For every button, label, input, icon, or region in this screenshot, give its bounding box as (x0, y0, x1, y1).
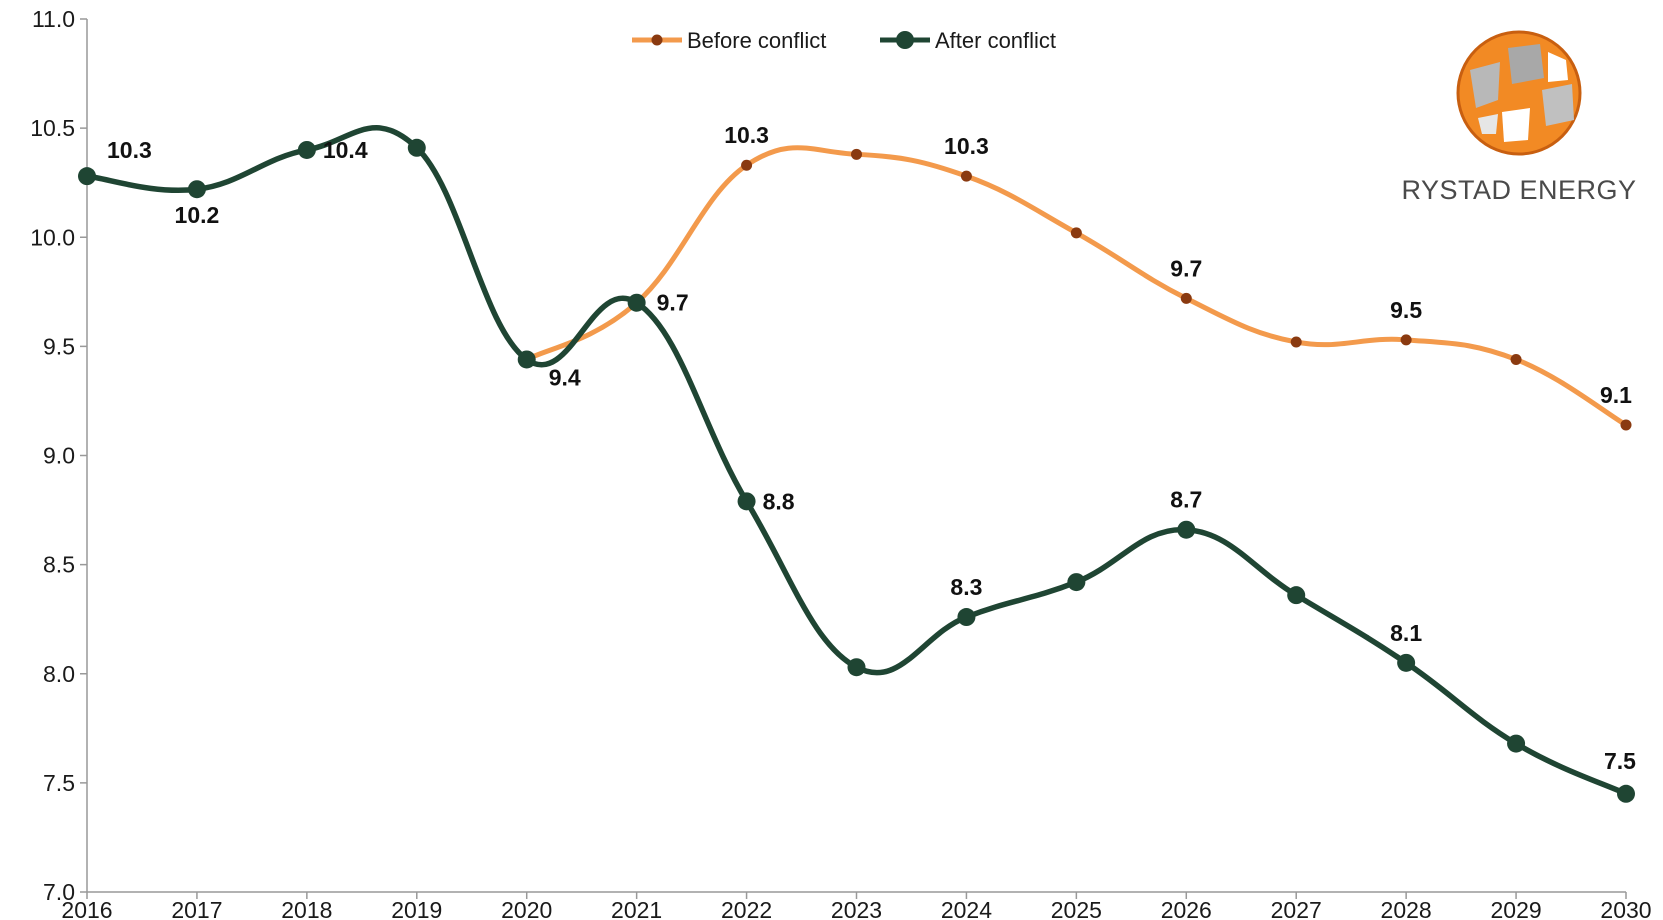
data-label: 9.1 (1600, 382, 1632, 408)
x-tick-label: 2022 (721, 897, 772, 920)
data-label: 8.1 (1390, 620, 1422, 646)
data-point-before-conflict (851, 148, 862, 160)
data-label: 9.7 (657, 290, 689, 316)
y-tick-label: 8.0 (43, 661, 75, 687)
series-lines (84, 125, 1629, 797)
data-point-before-conflict (1070, 227, 1082, 239)
x-tick-label: 2021 (611, 897, 662, 920)
y-tick-label: 7.5 (43, 770, 75, 796)
data-point-before-conflict (1620, 419, 1632, 431)
data-point-after-conflict (1617, 784, 1635, 803)
data-point-before-conflict (1180, 292, 1192, 304)
series-line-before-conflict (524, 145, 1629, 428)
data-label: 7.5 (1604, 748, 1636, 774)
y-tick-label: 11.0 (32, 6, 75, 32)
y-tick-label: 10.0 (30, 224, 75, 250)
series-line-after-conflict (84, 125, 1629, 797)
legend-item-before-conflict: Before conflict (632, 28, 826, 53)
x-tick-label: 2025 (1051, 897, 1102, 920)
data-point-after-conflict (517, 350, 536, 369)
data-point-after-conflict (407, 138, 426, 157)
x-tick-label: 2024 (941, 897, 992, 920)
data-label: 8.8 (763, 488, 795, 514)
data-label: 10.4 (323, 137, 368, 163)
data-point-before-conflict (960, 170, 972, 182)
legend-marker-before (651, 34, 663, 46)
data-point-after-conflict (1287, 586, 1306, 605)
data-point-after-conflict (1067, 573, 1086, 592)
data-label: 9.7 (1170, 255, 1202, 281)
data-point-before-conflict (1510, 353, 1522, 365)
data-point-before-conflict (741, 159, 753, 171)
x-tick-label: 2019 (391, 897, 442, 920)
data-point-before-conflict (1400, 334, 1412, 346)
legend-item-after-conflict: After conflict (880, 28, 1056, 53)
data-label: 10.2 (175, 202, 220, 228)
x-tick-label: 2028 (1381, 897, 1432, 920)
x-tick-label: 2017 (171, 897, 222, 920)
data-point-after-conflict (737, 492, 756, 511)
data-label: 9.5 (1390, 297, 1422, 323)
x-tick-label: 2016 (61, 897, 112, 920)
data-point-after-conflict (297, 140, 316, 159)
data-point-before-conflict (1290, 336, 1302, 348)
y-tick-label: 8.5 (43, 552, 75, 578)
x-tick-label: 2029 (1490, 897, 1541, 920)
legend-marker-after (896, 31, 914, 49)
legend-label-after: After conflict (935, 28, 1056, 53)
data-label: 10.3 (107, 137, 152, 163)
y-tick-label: 9.5 (43, 333, 75, 359)
data-label: 9.4 (549, 364, 581, 390)
data-label: 8.3 (950, 574, 982, 600)
rystad-energy-logo: RYSTAD ENERGY (1401, 30, 1636, 205)
x-tick-label: 2030 (1600, 897, 1651, 920)
x-tick-label: 2020 (501, 897, 552, 920)
y-tick-label: 10.5 (30, 115, 75, 141)
data-point-after-conflict (847, 658, 866, 677)
data-point-after-conflict (187, 180, 206, 199)
logo-text: RYSTAD ENERGY (1401, 175, 1636, 205)
data-labels: 10.3 10.2 10.4 9.4 9.7 10.3 10.3 9.7 9.5 9.1 8.8 8.… (107, 122, 1636, 774)
data-point-after-conflict (1177, 520, 1196, 539)
data-point-after-conflict (1507, 734, 1526, 753)
legend: Before conflict After conflict (632, 28, 1056, 53)
x-tick-label: 2026 (1161, 897, 1212, 920)
series-markers (78, 138, 1635, 803)
x-tick-label: 2023 (831, 897, 882, 920)
data-point-after-conflict (78, 167, 96, 186)
data-label: 10.3 (724, 122, 769, 148)
x-tick-label: 2027 (1271, 897, 1322, 920)
data-label: 8.7 (1170, 487, 1202, 513)
data-point-after-conflict (957, 608, 976, 627)
y-tick-label: 7.0 (43, 879, 75, 905)
axes: 7.0 7.5 8.0 8.5 9.0 9.5 10.0 10.5 11.0 2016 2017 20… (30, 6, 1651, 920)
y-tick-label: 9.0 (43, 443, 75, 469)
data-point-after-conflict (627, 293, 646, 312)
x-tick-label: 2018 (281, 897, 332, 920)
data-point-after-conflict (1397, 653, 1416, 672)
legend-label-before: Before conflict (687, 28, 826, 53)
data-label: 10.3 (944, 133, 989, 159)
